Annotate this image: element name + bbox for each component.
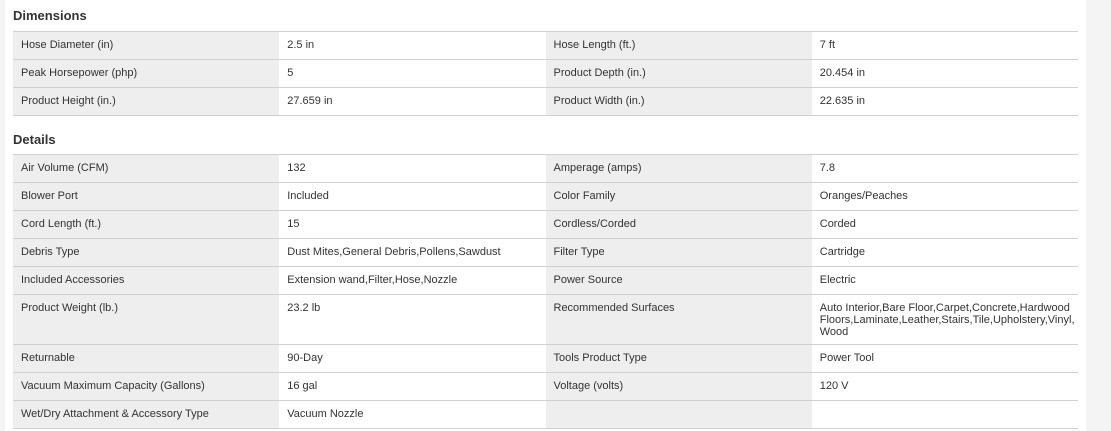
spec-label: Color Family [545, 182, 812, 211]
spec-row: Product Height (in.) 27.659 in Product Wid… [13, 87, 1078, 116]
spec-label: Blower Port [13, 182, 280, 211]
spec-row: Returnable 90-Day Tools Product Type Power … [13, 344, 1078, 373]
spec-row: Air Volume (CFM) 132 Amperage (amps) 7.8 [13, 154, 1078, 183]
spec-value: Electric [811, 266, 1078, 295]
spec-value: 27.659 in [279, 87, 546, 116]
spec-label: Hose Diameter (in) [13, 31, 280, 60]
spec-value: 20.454 in [811, 59, 1078, 88]
spec-value: Included [279, 182, 546, 211]
spec-row: Wet/Dry Attachment & Accessory Type Vacuu… [13, 400, 1078, 429]
spec-value: 15 [279, 210, 546, 239]
spec-row: Vacuum Maximum Capacity (Gallons) 16 gal V… [13, 372, 1078, 401]
spec-value: Power Tool [811, 344, 1078, 373]
details-heading: Details [13, 132, 56, 147]
spec-label: Product Depth (in.) [545, 59, 812, 88]
spec-value: 16 gal [279, 372, 546, 401]
details-table: Air Volume (CFM) 132 Amperage (amps) 7.8 Blo… [13, 154, 1078, 429]
spec-row: Product Weight (lb.) 23.2 lb Recommended S… [13, 294, 1078, 345]
spec-label: Power Source [545, 266, 812, 295]
spec-value: 120 V [811, 372, 1078, 401]
spec-label: Peak Horsepower (php) [13, 59, 280, 88]
spec-value: Cartridge [811, 238, 1078, 267]
spec-value: 23.2 lb [279, 294, 546, 345]
spec-label: Returnable [13, 344, 280, 373]
spec-value: 7.8 [811, 154, 1078, 183]
spec-value: Auto Interior,Bare Floor,Carpet,Concrete… [811, 294, 1078, 345]
spec-label: Tools Product Type [545, 344, 812, 373]
dimensions-heading: Dimensions [13, 8, 87, 23]
spec-value [811, 400, 1078, 429]
spec-row: Cord Length (ft.) 15 Cordless/Corded Corded [13, 210, 1078, 239]
spec-value: Vacuum Nozzle [279, 400, 546, 429]
spec-value: Oranges/Peaches [811, 182, 1078, 211]
spec-row: Included Accessories Extension wand,Filte… [13, 266, 1078, 295]
spec-label: Air Volume (CFM) [13, 154, 280, 183]
spec-value: 90-Day [279, 344, 546, 373]
spec-value: 2.5 in [279, 31, 546, 60]
spec-label: Vacuum Maximum Capacity (Gallons) [13, 372, 280, 401]
spec-label: Product Height (in.) [13, 87, 280, 116]
spec-label: Amperage (amps) [545, 154, 812, 183]
spec-value: Extension wand,Filter,Hose,Nozzle [279, 266, 546, 295]
spec-value: Dust Mites,General Debris,Pollens,Sawdus… [279, 238, 546, 267]
spec-value: 22.635 in [811, 87, 1078, 116]
spec-value: 7 ft [811, 31, 1078, 60]
spec-label: Cordless/Corded [545, 210, 812, 239]
spec-label: Product Width (in.) [545, 87, 812, 116]
spec-row: Hose Diameter (in) 2.5 in Hose Length (ft.… [13, 31, 1078, 60]
spec-label: Wet/Dry Attachment & Accessory Type [13, 400, 280, 429]
spec-label: Filter Type [545, 238, 812, 267]
spec-label: Voltage (volts) [545, 372, 812, 401]
specifications-panel: Dimensions Hose Diameter (in) 2.5 in Hose … [5, 0, 1086, 431]
spec-value: Corded [811, 210, 1078, 239]
spec-row: Blower Port Included Color Family Oranges/P… [13, 182, 1078, 211]
spec-label: Debris Type [13, 238, 280, 267]
spec-label: Cord Length (ft.) [13, 210, 280, 239]
spec-value: 132 [279, 154, 546, 183]
spec-label: Recommended Surfaces [545, 294, 812, 345]
spec-row: Peak Horsepower (php) 5 Product Depth (in.… [13, 59, 1078, 88]
spec-value: 5 [279, 59, 546, 88]
dimensions-table: Hose Diameter (in) 2.5 in Hose Length (ft.… [13, 31, 1078, 116]
spec-label: Product Weight (lb.) [13, 294, 280, 345]
spec-row: Debris Type Dust Mites,General Debris,Pol… [13, 238, 1078, 267]
spec-label [545, 400, 812, 429]
spec-label: Hose Length (ft.) [545, 31, 812, 60]
spec-label: Included Accessories [13, 266, 280, 295]
